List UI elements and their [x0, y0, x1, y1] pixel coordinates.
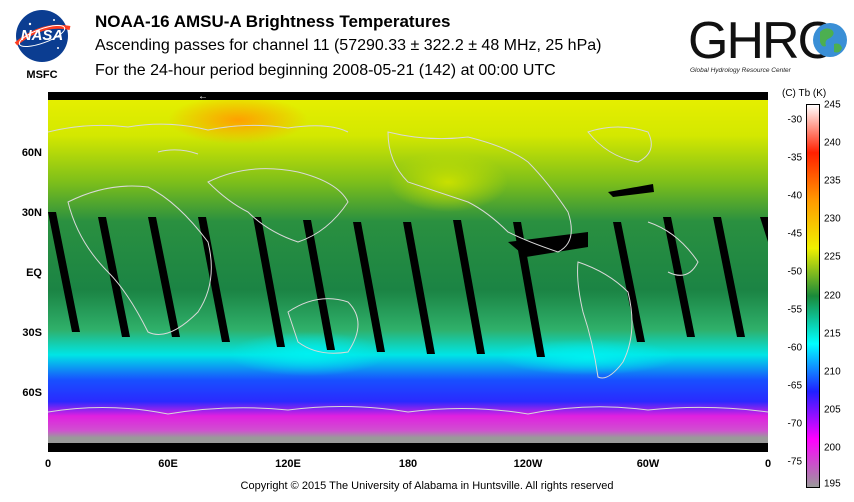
colorbar-kelvin-tick: 225 — [824, 251, 841, 263]
colorbar-celsius-tick: -30 — [787, 114, 802, 126]
pass-direction-arrow: ← — [198, 92, 208, 102]
colorbar-celsius-tick: -35 — [787, 152, 802, 164]
lat-label-60n: 60N — [21, 147, 42, 159]
colorbar-kelvin-tick: 230 — [824, 213, 841, 225]
colorbar — [806, 104, 820, 488]
warm-anomaly — [168, 96, 308, 144]
colorbar-header: (C) Tb (K) — [782, 88, 827, 99]
ghrc-logo: GHRC Global Hydrology Resource Center — [688, 10, 848, 76]
colorbar-celsius-tick: -65 — [787, 380, 802, 392]
lon-label-120e: 120E — [275, 458, 301, 470]
lat-label-60s: 60S — [22, 387, 42, 399]
colorbar-celsius-tick: -70 — [787, 418, 802, 430]
brightness-temperature-map: ← — [47, 91, 769, 452]
colorbar-kelvin-tick: 245 — [824, 99, 841, 111]
lon-label-120w: 120W — [513, 458, 543, 470]
colorbar-kelvin-tick: 200 — [824, 442, 841, 454]
cyan-anomaly-south-pacific — [228, 332, 388, 376]
data-gap-swaths — [48, 92, 768, 452]
colorbar-kelvin-tick: 210 — [824, 366, 841, 378]
ghrc-logo-text: GHRC — [688, 12, 834, 70]
lon-label-60e: 60E — [158, 458, 178, 470]
temperature-field — [48, 92, 768, 452]
map-subtitle-period: For the 24-hour period beginning 2008-05… — [95, 62, 556, 79]
lon-label-0-left: 0 — [44, 458, 52, 470]
colorbar-kelvin-tick: 235 — [824, 175, 841, 187]
lat-label-30s: 30S — [22, 327, 42, 339]
lat-label-30n: 30N — [21, 207, 42, 219]
lon-label-0-right: 0 — [764, 458, 772, 470]
nasa-logo-text: NASA — [21, 27, 64, 44]
nasa-logo: NASA MSFC — [10, 8, 74, 82]
ghrc-subtitle: Global Hydrology Resource Center — [690, 67, 792, 74]
colorbar-kelvin-tick: 195 — [824, 478, 841, 490]
colorbar-celsius-tick: -60 — [787, 342, 802, 354]
colorbar-celsius-tick: -55 — [787, 304, 802, 316]
colorbar-kelvin-tick: 220 — [824, 290, 841, 302]
colorbar-kelvin-tick: 215 — [824, 328, 841, 340]
colorbar-kelvin-tick: 240 — [824, 137, 841, 149]
copyright-notice: Copyright © 2015 The University of Alaba… — [240, 480, 614, 492]
cyan-anomaly-south-atlantic — [498, 339, 678, 375]
msfc-text: MSFC — [26, 69, 57, 81]
lon-label-180: 180 — [398, 458, 418, 470]
map-title: NOAA-16 AMSU-A Brightness Temperatures — [95, 12, 451, 31]
colorbar-celsius-tick: -75 — [787, 456, 802, 468]
colorbar-celsius-tick: -45 — [787, 228, 802, 240]
yellow-anomaly — [388, 152, 508, 212]
coastlines — [47, 123, 769, 415]
colorbar-celsius-tick: -40 — [787, 190, 802, 202]
map-subtitle-channel: Ascending passes for channel 11 (57290.3… — [95, 37, 602, 54]
colorbar-celsius-tick: -50 — [787, 266, 802, 278]
colorbar-kelvin-tick: 205 — [824, 404, 841, 416]
lon-label-60w: 60W — [636, 458, 660, 470]
lat-label-eq: EQ — [26, 267, 42, 279]
